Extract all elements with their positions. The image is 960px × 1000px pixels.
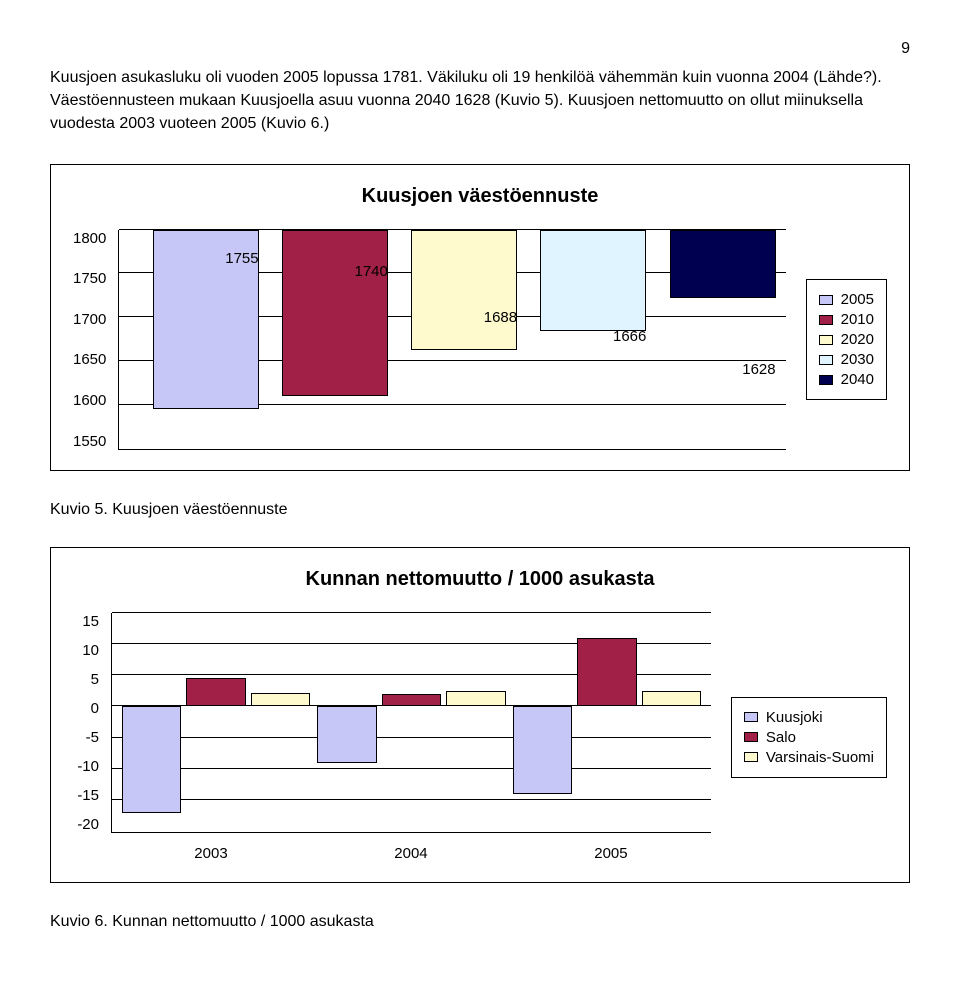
chart1-legend: 2005 2010 2020 2030 2040 (806, 279, 887, 400)
chart1-bar-label: 1666 (613, 328, 646, 345)
chart1-bar: 1740 (259, 230, 388, 449)
page-number: 9 (50, 40, 910, 58)
chart1-bar: 1688 (388, 230, 517, 449)
chart2-ytick: 10 (82, 642, 99, 659)
chart1-y-axis: 1800 1750 1700 1650 1600 1550 (73, 230, 110, 450)
chart1-bar: 1666 (517, 230, 646, 449)
chart2-legend-item: Kuusjoki (744, 709, 874, 726)
chart2-bar (251, 693, 310, 707)
chart2-y-axis: 15 10 5 0 -5 -10 -15 -20 (73, 613, 103, 833)
chart1-ytick: 1700 (73, 311, 106, 328)
chart1-legend-item: 2010 (819, 311, 874, 328)
chart2-bar (513, 706, 572, 794)
chart2-ytick: -10 (77, 758, 99, 775)
chart2-group (509, 613, 705, 832)
chart1-bar: 1628 (646, 230, 775, 449)
chart1-legend-item: 2005 (819, 291, 874, 308)
chart2-title: Kunnan nettomuutto / 1000 asukasta (73, 568, 887, 591)
chart-net-migration: Kunnan nettomuutto / 1000 asukasta 15 10 5… (50, 547, 910, 883)
caption-1: Kuvio 5. Kuusjoen väestöennuste (50, 501, 910, 519)
chart2-ytick: -20 (77, 816, 99, 833)
chart1-plot: 1755 1740 1688 1666 1628 (118, 230, 785, 450)
caption-2: Kuvio 6. Kunnan nettomuutto / 1000 asuka… (50, 913, 910, 931)
chart1-bar: 1755 (129, 230, 258, 449)
chart2-xtick: 2004 (311, 845, 511, 862)
chart1-legend-item: 2020 (819, 331, 874, 348)
chart-population-forecast: Kuusjoen väestöennuste 18001750170016501… (50, 164, 910, 471)
chart2-bar (317, 706, 376, 762)
chart2-bar (577, 638, 636, 707)
chart2-group (118, 613, 314, 832)
chart1-bar-label: 1755 (225, 250, 258, 267)
chart1-title: Kuusjoen väestöennuste (73, 185, 887, 208)
chart1-ytick: 1550 (73, 433, 106, 450)
chart2-ytick: -5 (86, 729, 99, 746)
chart2-ytick: 5 (91, 671, 99, 688)
chart2-ytick: 15 (82, 613, 99, 630)
chart2-ytick: 0 (91, 700, 99, 717)
chart2-plot (111, 613, 711, 833)
chart2-bar (642, 691, 701, 707)
chart2-legend-item: Varsinais-Suomi (744, 749, 874, 766)
chart1-ytick: 1600 (73, 392, 106, 409)
chart2-bar (186, 678, 245, 706)
chart1-ytick: 1800 (73, 230, 106, 247)
chart2-legend-item: Salo (744, 729, 874, 746)
chart2-bar (382, 694, 441, 707)
chart1-ytick: 1650 (73, 351, 106, 368)
chart2-x-axis: 200320042005 (73, 845, 711, 862)
chart2-bar (446, 691, 505, 706)
chart1-legend-item: 2030 (819, 351, 874, 368)
chart2-group (314, 613, 510, 832)
chart2-ytick: -15 (77, 787, 99, 804)
chart2-bar (122, 706, 181, 812)
chart1-ytick: 1750 (73, 270, 106, 287)
chart1-bar-label: 1740 (355, 263, 388, 280)
chart2-xtick: 2005 (511, 845, 711, 862)
chart1-bar-label: 1688 (484, 309, 517, 326)
chart2-legend: Kuusjoki Salo Varsinais-Suomi (731, 697, 887, 778)
intro-paragraph: Kuusjoen asukasluku oli vuoden 2005 lopu… (50, 66, 910, 136)
chart1-bar-label: 1628 (742, 361, 775, 378)
chart1-legend-item: 2040 (819, 371, 874, 388)
chart2-xtick: 2003 (111, 845, 311, 862)
